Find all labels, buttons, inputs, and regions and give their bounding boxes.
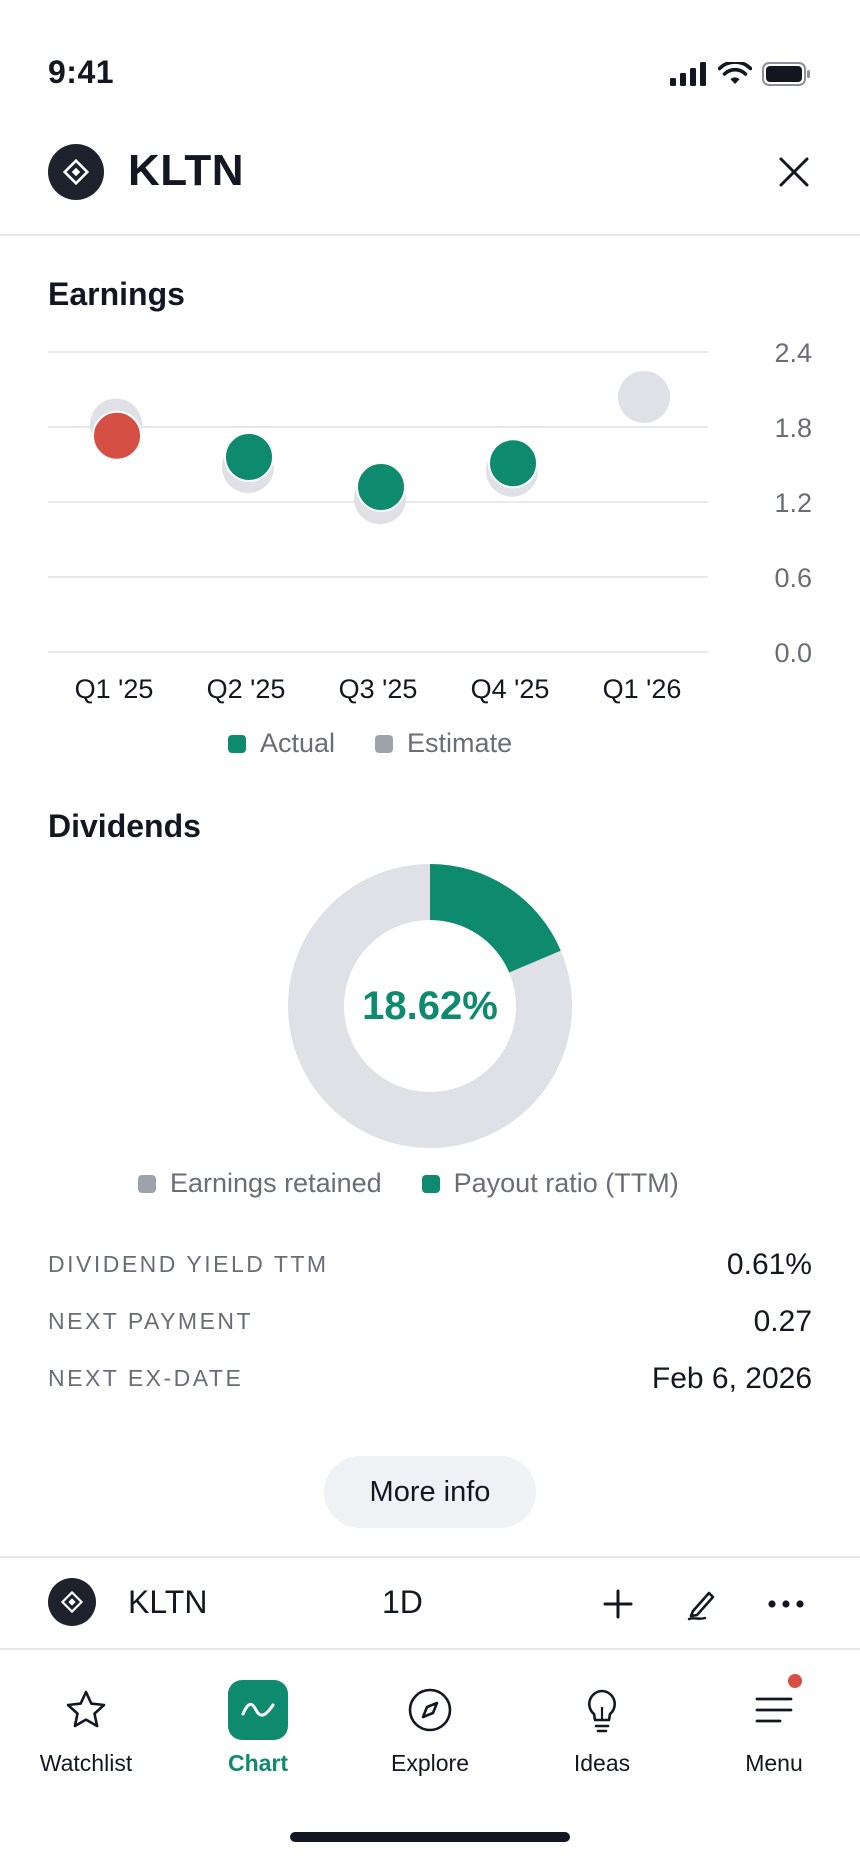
- tab-explore-icon-wrap: [400, 1680, 460, 1740]
- legend-swatch-payout: [421, 1174, 440, 1193]
- stat-row-next-payment: NEXT PAYMENT 0.27: [48, 1293, 812, 1350]
- actual-point[interactable]: [92, 410, 142, 461]
- x-tick-label: Q1 '25: [75, 674, 154, 704]
- drawing-button[interactable]: [678, 1580, 726, 1628]
- y-tick-label: 0.0: [774, 638, 812, 668]
- donut-payout-slice: [430, 864, 561, 973]
- menu-icon: [755, 1697, 793, 1723]
- tab-explore-label: Explore: [391, 1750, 469, 1776]
- more-horizontal-icon: [768, 1600, 804, 1608]
- diamond-logo-icon: [63, 159, 89, 185]
- symbol-header: KLTN: [0, 130, 860, 236]
- symbol-title: KLTN: [128, 146, 245, 195]
- legend-swatch-retained: [138, 1174, 156, 1193]
- stat-label-ex-date: NEXT EX-DATE: [48, 1365, 244, 1391]
- tab-watchlist-icon-wrap: [56, 1680, 116, 1740]
- x-tick-label: Q1 '26: [603, 674, 682, 704]
- x-tick-label: Q2 '25: [207, 674, 286, 704]
- dividends-title: Dividends: [48, 808, 201, 844]
- stat-label-yield: DIVIDEND YIELD TTM: [48, 1251, 329, 1277]
- tab-chart-icon-wrap: [228, 1680, 288, 1740]
- legend-label-estimate: Estimate: [407, 728, 513, 758]
- tab-watchlist-label: Watchlist: [39, 1750, 133, 1776]
- dividend-stats: DIVIDEND YIELD TTM 0.61% NEXT PAYMENT 0.…: [48, 1236, 812, 1407]
- earnings-chart: 2.4 1.8 1.2 0.6 0.0 Q1 '25 Q2 '25 Q3 '25 Q4 '25…: [48, 338, 812, 704]
- legend-swatch-actual: [228, 734, 246, 753]
- tab-menu-icon-wrap: [744, 1674, 804, 1740]
- payout-donut: 18.62%: [286, 862, 574, 1150]
- tab-menu[interactable]: Menu: [688, 1670, 860, 1790]
- status-time: 9:41: [48, 54, 115, 90]
- tab-watchlist[interactable]: Watchlist: [0, 1670, 172, 1790]
- legend-item-estimate: Estimate: [375, 728, 512, 759]
- stat-value-yield: 0.61%: [726, 1247, 812, 1281]
- tab-explore[interactable]: Explore: [344, 1670, 516, 1790]
- wifi-icon: [718, 62, 752, 84]
- y-tick-label: 1.2: [774, 488, 812, 518]
- actual-point[interactable]: [356, 462, 406, 512]
- stat-value-ex-date: Feb 6, 2026: [651, 1361, 812, 1395]
- actual-point[interactable]: [488, 438, 538, 489]
- status-icons: [670, 62, 812, 86]
- tab-bar: Watchlist Chart Explore Ideas: [0, 1652, 860, 1864]
- add-button[interactable]: [594, 1580, 642, 1628]
- pen-icon: [687, 1591, 715, 1621]
- y-tick-label: 2.4: [774, 338, 812, 368]
- diamond-logo-icon: [61, 1591, 83, 1613]
- tab-chart-label: Chart: [227, 1750, 289, 1776]
- dividends-legend: Earnings retained Payout ratio (TTM): [138, 1168, 679, 1199]
- x-tick-label: Q4 '25: [471, 674, 550, 704]
- star-icon: [66, 1690, 106, 1728]
- chart-toolbar: KLTN 1D: [0, 1556, 860, 1650]
- legend-item-retained: Earnings retained: [138, 1168, 382, 1199]
- compass-icon: [408, 1688, 452, 1732]
- legend-item-payout: Payout ratio (TTM): [421, 1168, 679, 1199]
- cellular-signal-icon: [670, 62, 706, 86]
- legend-label-payout: Payout ratio (TTM): [453, 1168, 679, 1198]
- tab-ideas-label: Ideas: [573, 1750, 631, 1776]
- lightbulb-icon: [588, 1689, 616, 1733]
- status-bar: 9:41: [0, 0, 860, 130]
- y-tick-label: 0.6: [774, 563, 812, 593]
- payout-percent-label: 18.62%: [362, 983, 498, 1028]
- notification-badge: [788, 1674, 802, 1688]
- y-tick-label: 1.8: [774, 413, 812, 443]
- stat-value-next-payment: 0.27: [753, 1304, 812, 1338]
- battery-icon: [762, 62, 810, 86]
- tab-chart[interactable]: Chart: [172, 1670, 344, 1790]
- x-tick-label: Q3 '25: [339, 674, 418, 704]
- legend-label-retained: Earnings retained: [170, 1168, 382, 1198]
- stat-row-ex-date: NEXT EX-DATE Feb 6, 2026: [48, 1350, 812, 1407]
- interval-button[interactable]: 1D: [382, 1584, 423, 1620]
- tab-ideas[interactable]: Ideas: [516, 1670, 688, 1790]
- close-icon: [779, 157, 809, 187]
- actual-point[interactable]: [224, 432, 274, 482]
- legend-item-actual: Actual: [228, 728, 335, 759]
- legend-label-actual: Actual: [260, 728, 336, 758]
- toolbar-symbol-button[interactable]: KLTN: [128, 1584, 208, 1620]
- earnings-title: Earnings: [48, 276, 185, 312]
- legend-swatch-estimate: [375, 734, 394, 753]
- estimate-point[interactable]: [618, 371, 670, 423]
- toolbar-ticker-logo[interactable]: [48, 1578, 96, 1626]
- tab-menu-label: Menu: [745, 1750, 803, 1776]
- payout-donut-svg: [288, 864, 572, 1148]
- stat-label-next-payment: NEXT PAYMENT: [48, 1308, 254, 1334]
- more-options-button[interactable]: [762, 1580, 810, 1628]
- chart-icon: [241, 1703, 275, 1717]
- home-indicator: [290, 1832, 570, 1842]
- stat-row-yield: DIVIDEND YIELD TTM 0.61%: [48, 1236, 812, 1293]
- earnings-legend: Actual Estimate: [228, 728, 512, 759]
- close-button[interactable]: [772, 150, 816, 194]
- ticker-logo: [48, 144, 104, 200]
- plus-icon: [603, 1589, 633, 1619]
- tab-ideas-icon-wrap: [572, 1680, 632, 1740]
- more-info-button[interactable]: More info: [324, 1456, 536, 1528]
